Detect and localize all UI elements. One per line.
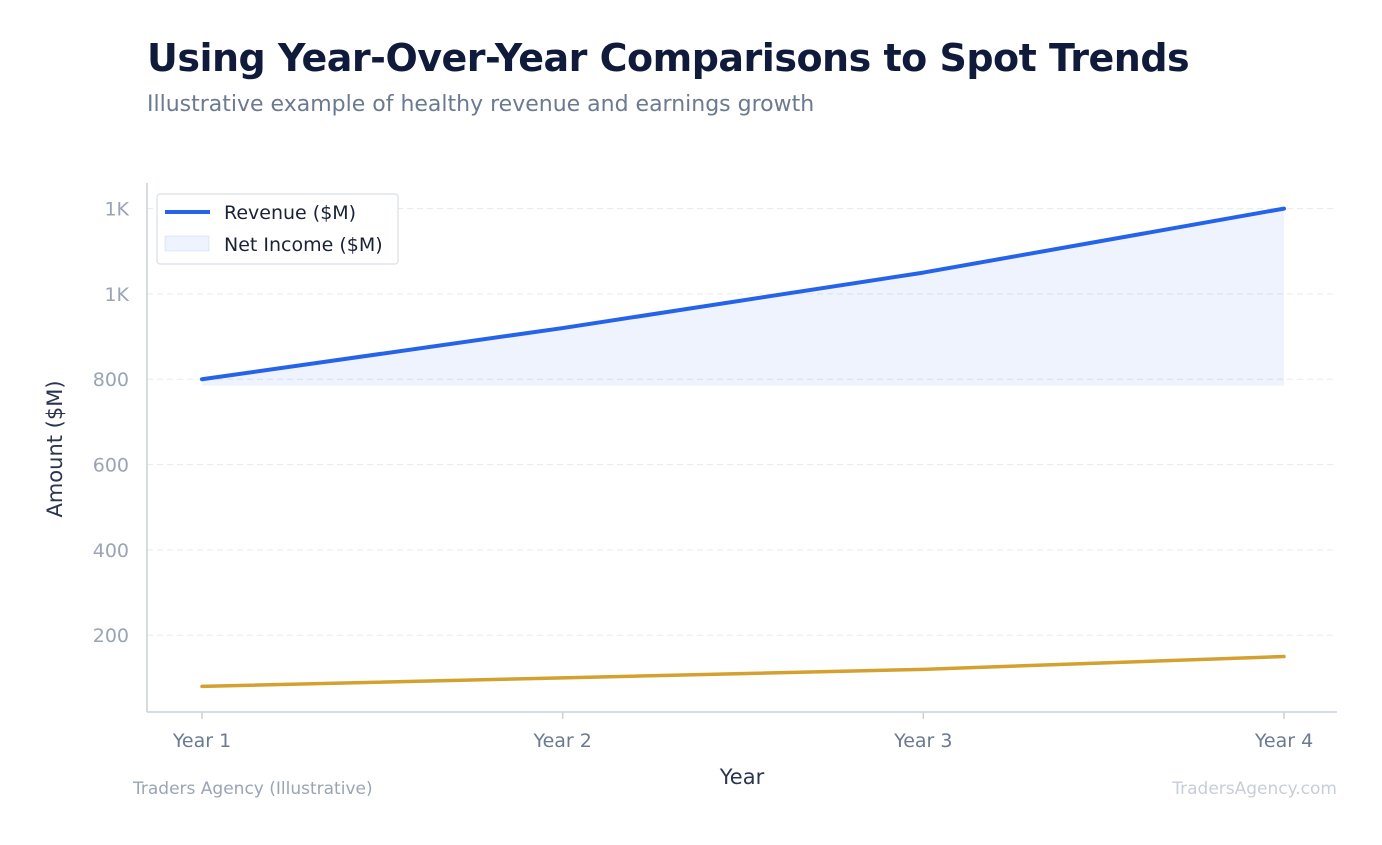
net-income-line bbox=[200, 654, 1286, 689]
legend: Revenue ($M) Net Income ($M) bbox=[156, 193, 399, 265]
x-axis-title: Year bbox=[719, 765, 765, 789]
legend-net-income-label: Net Income ($M) bbox=[224, 234, 383, 256]
y-axis-ticks: 200 400 600 800 1K 1K bbox=[93, 199, 130, 648]
x-tick-label: Year 3 bbox=[893, 730, 952, 752]
x-axis-ticks: Year 1 Year 2 Year 3 Year 4 bbox=[172, 712, 1313, 752]
footer-website: TradersAgency.com bbox=[1172, 779, 1337, 799]
y-axis-title: Amount ($M) bbox=[43, 380, 67, 517]
x-tick-label: Year 1 bbox=[172, 730, 231, 752]
revenue-line bbox=[200, 206, 1286, 382]
x-tick-label: Year 2 bbox=[532, 730, 591, 752]
footer-source: Traders Agency (Illustrative) bbox=[133, 779, 373, 799]
y-tick-label: 800 bbox=[93, 369, 129, 391]
grid-lines bbox=[147, 208, 1337, 636]
chart-subtitle: Illustrative example of healthy revenue … bbox=[147, 92, 815, 117]
y-tick-label: 400 bbox=[93, 540, 129, 562]
chart-title: Using Year-Over-Year Comparisons to Spot… bbox=[147, 36, 1190, 80]
axes bbox=[146, 183, 1337, 713]
y-tick-label: 200 bbox=[93, 625, 129, 647]
legend-box bbox=[156, 193, 399, 265]
legend-revenue-label: Revenue ($M) bbox=[224, 202, 356, 224]
y-tick-label: 1K bbox=[104, 284, 129, 306]
y-tick-label: 600 bbox=[93, 455, 129, 477]
legend-net-income-swatch bbox=[164, 235, 210, 252]
series-lines bbox=[200, 206, 1286, 689]
x-tick-label: Year 4 bbox=[1254, 730, 1313, 752]
y-tick-label: 1K bbox=[104, 199, 129, 221]
